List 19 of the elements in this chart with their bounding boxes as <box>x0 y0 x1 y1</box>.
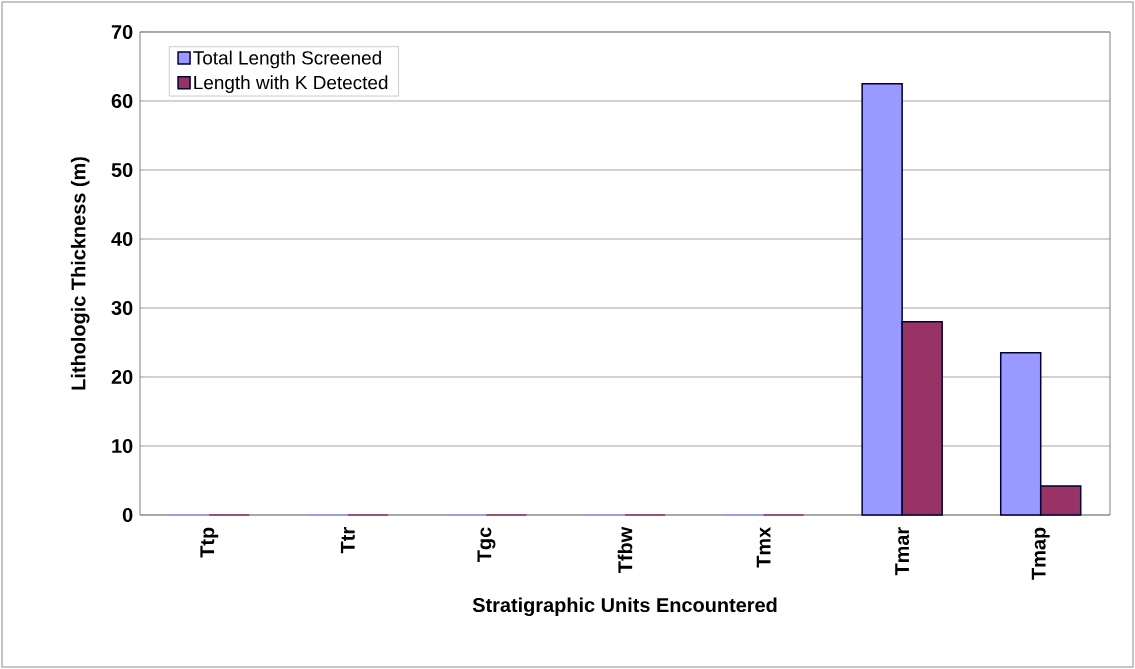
y-axis-title: Lithologic Thickness (m) <box>70 157 90 390</box>
legend-label: Total Length Screened <box>193 50 381 69</box>
x-tick-label: Tmap <box>1031 527 1050 580</box>
x-tick-label: Ttr <box>340 527 355 554</box>
y-tick-label: 70 <box>111 24 133 40</box>
x-tick-label: Tfbw <box>617 526 633 574</box>
x-axis-title: Stratigraphic Units Encountered <box>472 597 777 617</box>
y-tick-label: 50 <box>111 162 133 178</box>
x-tick-label: Tgc <box>477 527 496 563</box>
y-tick-label: 20 <box>111 369 133 385</box>
x-tick-label: Tmar <box>895 527 910 576</box>
x-tick-label: Ttp <box>200 527 219 558</box>
y-tick-label: 40 <box>111 231 133 247</box>
legend-label: Length with K Detected <box>194 75 388 93</box>
y-tick-label: 60 <box>111 93 133 109</box>
x-tick-label: Tmx <box>756 526 771 568</box>
y-tick-label: 30 <box>111 300 133 316</box>
y-tick-label: 0 <box>122 507 133 523</box>
y-tick-label: 10 <box>112 438 133 454</box>
